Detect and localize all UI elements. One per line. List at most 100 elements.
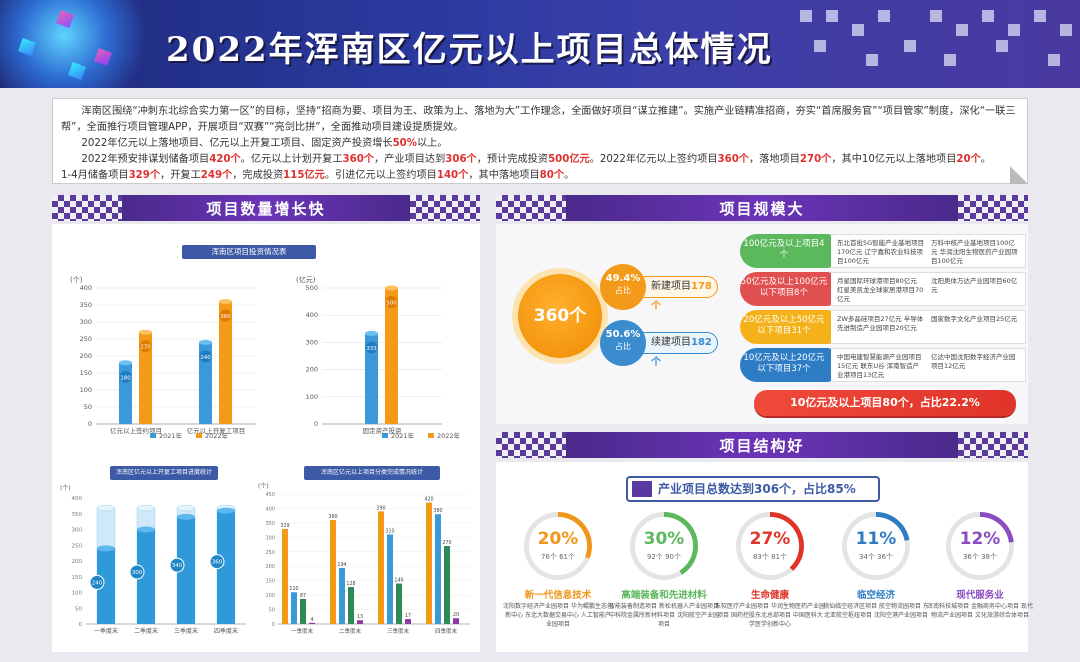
- tier-text: ZW多晶硅项目27亿元 半导体先进制造产业园项目20亿元: [837, 315, 924, 332]
- tick-label: 100: [265, 593, 275, 599]
- category-label: 亿元以上开复工项目: [187, 426, 246, 435]
- bar: [444, 546, 450, 624]
- bar: [177, 516, 195, 624]
- data-label: 13: [357, 614, 363, 620]
- tick-label: 350: [72, 512, 83, 518]
- industry-description: 桃仙临空经济区项目 航空物流园项目 东北亚航空枢纽项目 沈阳空港产业园项目: [823, 603, 929, 619]
- legend-label: 2021年: [159, 431, 183, 440]
- industry-description: 沈阳数字经济产业园项目 华为鲲鹏生态创新中心 东北大数据交易中心 人工智能产业园…: [503, 603, 613, 628]
- tick-label: 250: [265, 550, 275, 556]
- tier-label: 50亿元及以上100亿元以下项目8个: [740, 272, 828, 306]
- industry-count: 36个 38个: [962, 553, 998, 561]
- bar: [348, 587, 354, 624]
- category-label: 一季度末: [291, 627, 314, 635]
- axis-unit: (个): [258, 483, 269, 490]
- tick-label: 0: [314, 420, 318, 428]
- data-label: 300: [132, 570, 143, 576]
- tick-label: 400: [80, 284, 92, 292]
- value-badge: [89, 574, 105, 590]
- bar: [385, 288, 398, 424]
- bar: [453, 618, 459, 624]
- tick-label: 200: [72, 559, 83, 565]
- data-label: 500: [386, 301, 397, 307]
- value-badge: [365, 341, 378, 354]
- data-label: 390: [376, 505, 385, 511]
- industry-ring: 12% 36个 38个: [946, 512, 1014, 580]
- tick-label: 0: [79, 622, 83, 628]
- continuing-projects-pct: 50.6% 占比: [600, 320, 646, 366]
- data-label: 20: [453, 612, 459, 618]
- legend-swatch: [196, 433, 202, 438]
- data-label: 240: [200, 355, 211, 361]
- value-badge: [119, 370, 132, 383]
- tier-label: 20亿元及以上50亿元以下项目31个: [740, 310, 828, 344]
- data-label: 194: [337, 562, 346, 568]
- legend-swatch: [428, 433, 434, 438]
- bar-cap: [139, 329, 152, 335]
- tick-label: 150: [72, 575, 83, 581]
- bar: [217, 510, 235, 624]
- bar: [219, 301, 232, 424]
- industry-name: 生命健康: [750, 590, 789, 601]
- tier-text: 万科中核产业基地项目100亿元 华润沈阳生物医药产业园项目100亿元: [931, 239, 1018, 265]
- value-badge: [129, 564, 145, 580]
- bar-cap: [97, 545, 115, 552]
- industry-description: 浑南科技城项目 金融商务中心项目 现代物流产业园项目 文化旅游综合体项目: [927, 603, 1033, 619]
- industry-pct: 27%: [749, 529, 791, 549]
- industry-name: 临空经济: [856, 590, 895, 601]
- value-badge: [169, 557, 185, 573]
- data-label: 420: [424, 497, 433, 503]
- tier-text: 中国电建智慧能源产业园项目15亿元 联东U谷·浑南智造产业港项目13亿元: [837, 353, 922, 379]
- industry-pct: 11%: [855, 529, 897, 549]
- section-title: 项目规模大: [719, 200, 805, 218]
- bar: [291, 592, 297, 624]
- data-label: 333: [366, 346, 377, 352]
- tick-label: 100: [80, 386, 92, 394]
- data-label: 4: [310, 617, 313, 623]
- data-label: 270: [140, 345, 151, 351]
- value-badge: [199, 350, 212, 363]
- intro-paragraph: 2022年亿元以上落地项目、亿元以上开复工项目、固定资产投资增长50%以上。: [81, 138, 448, 149]
- tick-label: 400: [72, 496, 83, 502]
- tick-label: 200: [265, 564, 275, 570]
- tier-text: 国家数字文化产业项目25亿元: [931, 315, 1018, 323]
- industry-name: 高端装备和先进材料: [621, 590, 707, 601]
- data-label: 310: [385, 528, 394, 534]
- tick-label: 500: [306, 284, 318, 292]
- page-title: 2022年浑南区亿元以上项目总体情况: [166, 30, 773, 70]
- industry-ring: 20% 76个 61个: [524, 512, 592, 580]
- industry-banner: 产业项目总数达到306个，占比85%: [626, 476, 880, 502]
- cylinder-top: [136, 504, 156, 512]
- bar: [97, 548, 115, 624]
- section-title: 项目数量增长快: [206, 200, 326, 218]
- tick-label: 50: [84, 403, 92, 411]
- industry-count: 76个 61个: [540, 553, 576, 561]
- tick-label: 150: [265, 579, 275, 585]
- tick-label: 400: [265, 506, 275, 512]
- bar-cap: [137, 526, 155, 533]
- data-label: 140: [394, 578, 403, 584]
- bar: [339, 567, 345, 624]
- industry-description: 智能装备制造项目 新松机器人产业园项目 中科院金属所新材料项目 沈阳航空产业园项…: [609, 603, 719, 628]
- bar: [199, 342, 212, 424]
- tick-label: 400: [306, 311, 318, 319]
- data-label: 240: [92, 580, 103, 586]
- bar: [282, 528, 288, 624]
- tick-label: 250: [80, 335, 92, 343]
- tier-text: 亿达中国沈阳数字经济产业园项目12亿元: [931, 353, 1016, 370]
- data-label: 110: [289, 586, 298, 592]
- category-label: 固定资产投资: [363, 426, 403, 435]
- industry-ring: 30% 92个 90个: [630, 512, 698, 580]
- tier-label: 10亿元及以上20亿元以下项目37个: [740, 348, 828, 382]
- tier-text: 东北首批5G智能产业基地项目170亿元 辽宁嘉和农业科技项目100亿元: [837, 239, 925, 265]
- tier-label: 100亿元及以上项目4个: [740, 234, 828, 268]
- industry-pct: 20%: [537, 529, 579, 549]
- industry-count: 92个 90个: [646, 553, 682, 561]
- total-projects-circle: 360个: [512, 268, 608, 364]
- section-header-growth: 项目数量增长快: [52, 195, 480, 221]
- bar-cap: [177, 513, 195, 520]
- tick-label: 300: [306, 338, 318, 346]
- category-label: 亿元以上签约项目: [110, 426, 162, 435]
- bar-cap: [217, 507, 235, 514]
- industry-pct: 30%: [643, 529, 685, 549]
